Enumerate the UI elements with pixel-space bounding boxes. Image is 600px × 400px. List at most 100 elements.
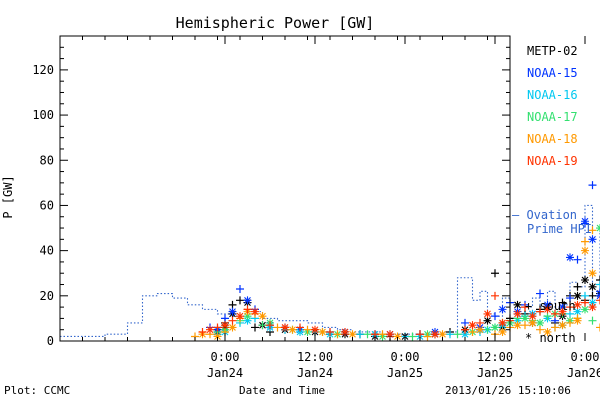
noaa-19-south-point <box>198 327 207 336</box>
footer-timestamp: 2013/01/26 15:10:06 <box>445 384 571 397</box>
hpi-legend-text-1: — Ovation <box>512 208 578 222</box>
noaa-19-north-point <box>558 307 567 316</box>
hpi-legend-text-2: Prime HPI <box>527 222 593 236</box>
noaa-15-north-point <box>228 307 237 316</box>
noaa-18-south-point <box>551 323 559 332</box>
noaa-16-south-point <box>356 330 364 339</box>
noaa-18-south-point <box>521 321 529 330</box>
noaa-19-south-point <box>266 321 274 330</box>
noaa-15-south-point <box>588 181 597 190</box>
noaa-15-north-point <box>243 296 252 305</box>
noaa-19-south-point <box>371 330 379 339</box>
noaa-19-south-point <box>416 330 424 339</box>
noaa-19-south-point <box>521 303 529 312</box>
legend-item-noaa-15: NOAA-15 <box>527 66 578 80</box>
axes-layer: 0 20 40 60 80 100 120 0:00 Jan24 12:00 Jan24 0:00 Ja… <box>32 35 600 380</box>
metp-02-south-point <box>236 296 244 305</box>
noaa-18-north-point <box>213 332 222 341</box>
metp-02-north-point <box>513 300 522 309</box>
chart-title: Hemispheric Power [GW] <box>176 14 375 32</box>
noaa-19-north-point <box>483 309 492 318</box>
noaa-18-south-point <box>378 330 387 339</box>
y-tick-label: 40 <box>40 244 54 258</box>
noaa-19-north-point <box>528 312 537 321</box>
hpi-legend-line1: — Ovation <box>512 208 577 222</box>
noaa-19-north-point <box>236 312 244 321</box>
noaa-18-south-point <box>581 237 589 246</box>
noaa-16-north-point <box>461 330 469 339</box>
y-tick-label: 20 <box>40 289 54 303</box>
noaa-15-north-point <box>543 300 552 309</box>
x-tick-time-label: 0:00 <box>571 350 600 364</box>
noaa-19-north-point <box>588 303 597 312</box>
noaa-16-north-point <box>296 327 304 336</box>
metp-02-south-point <box>491 269 499 278</box>
noaa-18-north-point <box>573 316 582 325</box>
noaa-18-south-point <box>566 318 574 327</box>
metp-02-south-point <box>251 323 259 332</box>
noaa-19-south-point <box>551 309 559 318</box>
noaa-18-north-point <box>318 327 327 336</box>
noaa-18-north-point <box>528 318 537 327</box>
noaa-17-south-point <box>258 321 267 330</box>
x-tick-time-label: 12:00 <box>477 350 513 364</box>
noaa-17-south-point <box>363 330 372 339</box>
noaa-15-south-point <box>491 312 499 321</box>
noaa-19-north-point <box>251 307 259 316</box>
noaa-15-south-point <box>536 289 544 298</box>
noaa-16-south-point <box>566 309 574 318</box>
legend-item-noaa-19: NOAA-19 <box>527 154 578 168</box>
x-tick-time-label: 0:00 <box>391 350 420 364</box>
metp-02-south-point <box>588 291 597 300</box>
data-points-layer <box>191 181 600 341</box>
noaa-18-north-point <box>393 332 402 341</box>
noaa-17-north-point <box>243 312 252 321</box>
noaa-18-north-point <box>513 321 522 330</box>
noaa-19-south-point <box>476 318 484 327</box>
noaa-15-south-point <box>566 294 574 303</box>
noaa-19-south-point <box>326 327 334 336</box>
y-tick-label: 0 <box>47 334 54 348</box>
noaa-17-north-point <box>491 323 499 332</box>
y-tick-label: 80 <box>40 153 54 167</box>
footer-credit: Plot: CCMC <box>4 384 71 397</box>
legend-item-noaa-17: NOAA-17 <box>527 110 578 124</box>
x-tick-date-label: Jan24 <box>297 366 333 380</box>
noaa-19-south-point <box>296 323 304 332</box>
x-tick-date-label: Jan26 <box>567 366 600 380</box>
noaa-19-north-point <box>386 330 394 339</box>
noaa-18-north-point <box>543 327 552 336</box>
legend-item-noaa-16: NOAA-16 <box>527 88 578 102</box>
noaa-19-north-point <box>498 318 507 327</box>
noaa-18-north-point <box>348 330 357 339</box>
noaa-19-south-point <box>213 323 222 332</box>
noaa-16-north-point <box>588 298 597 307</box>
north-symbol-legend: * north <box>525 331 576 345</box>
noaa-15-south-point <box>573 255 582 264</box>
y-axis-label: P [GW] <box>1 175 15 218</box>
south-symbol-legend: + south <box>525 299 576 313</box>
noaa-17-south-point <box>483 325 492 334</box>
metp-02-south-point <box>228 300 237 309</box>
noaa-18-south-point <box>273 323 282 332</box>
noaa-15-north-point <box>566 253 574 262</box>
x-tick-time-label: 12:00 <box>297 350 333 364</box>
x-tick-date-label: Jan24 <box>207 366 243 380</box>
noaa-18-south-point <box>303 325 312 334</box>
noaa-19-north-point <box>281 323 289 332</box>
noaa-18-south-point <box>333 330 342 339</box>
metp-02-south-point <box>573 282 582 291</box>
noaa-15-south-point <box>221 314 229 323</box>
metp-02-north-point <box>588 282 597 291</box>
y-tick-label: 60 <box>40 198 54 212</box>
noaa-18-north-point <box>258 312 267 321</box>
noaa-15-south-point <box>461 318 469 327</box>
noaa-19-south-point <box>596 296 600 305</box>
y-tick-label: 120 <box>32 63 54 77</box>
noaa-16-south-point <box>596 280 600 289</box>
noaa-17-south-point <box>408 332 417 341</box>
noaa-19-north-point <box>573 300 582 309</box>
noaa-19-south-point <box>243 305 252 314</box>
plot-frame <box>59 35 511 342</box>
